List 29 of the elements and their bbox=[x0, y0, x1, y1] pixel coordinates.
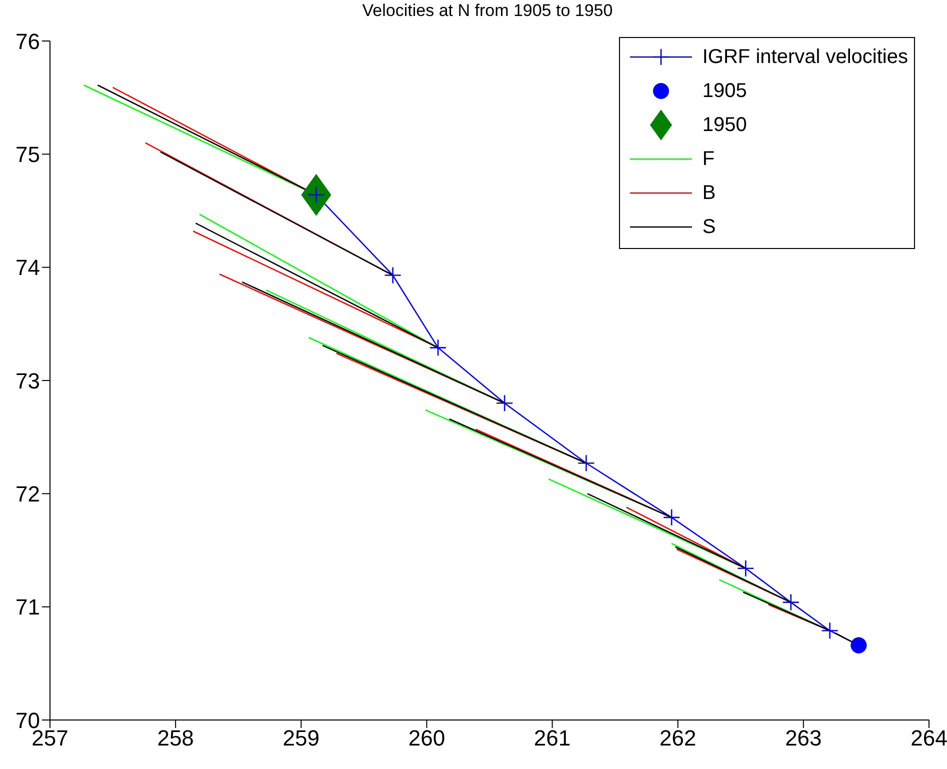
point bbox=[782, 594, 800, 611]
legend-label: 1950 bbox=[702, 114, 747, 136]
x-tick-label: 258 bbox=[157, 726, 194, 751]
legend-label: S bbox=[702, 216, 716, 238]
legend-label: F bbox=[702, 148, 715, 170]
point bbox=[496, 394, 514, 412]
point bbox=[384, 266, 402, 284]
point bbox=[737, 560, 754, 578]
chart-title: Velocities at N from 1905 to 1950 bbox=[361, 0, 614, 22]
legend-label: B bbox=[702, 182, 716, 204]
x-tick-label: 263 bbox=[785, 726, 822, 751]
point bbox=[662, 508, 680, 526]
point bbox=[429, 339, 447, 356]
x-tick-label: 262 bbox=[660, 726, 696, 751]
y-tick-label: 76 bbox=[16, 28, 40, 54]
point bbox=[301, 174, 332, 216]
point bbox=[821, 622, 838, 640]
y-tick-label: 72 bbox=[16, 481, 40, 506]
x-tick-label: 264 bbox=[910, 726, 947, 751]
x-tick-label: 259 bbox=[282, 726, 320, 751]
y-tick-label: 71 bbox=[16, 594, 40, 620]
point bbox=[578, 454, 595, 472]
legend-label: 1905 bbox=[702, 80, 747, 102]
y-tick-label: 74 bbox=[16, 255, 40, 280]
x-tick-label: 261 bbox=[534, 726, 571, 751]
legend-label: IGRF interval velocities bbox=[702, 46, 908, 68]
y-tick-label: 73 bbox=[16, 368, 40, 394]
x-tick-label: 260 bbox=[408, 726, 446, 751]
y-tick-label: 75 bbox=[16, 142, 40, 167]
